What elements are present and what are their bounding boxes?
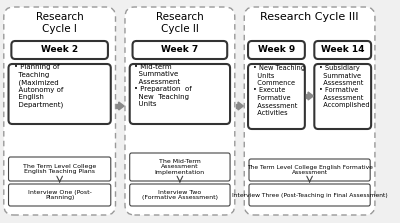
FancyBboxPatch shape: [314, 64, 371, 129]
Text: Week 14: Week 14: [321, 45, 364, 54]
Text: The Term Level College
English Teaching Plans: The Term Level College English Teaching …: [23, 164, 96, 174]
FancyBboxPatch shape: [130, 184, 230, 206]
Text: Research Cycle III: Research Cycle III: [260, 12, 359, 22]
Text: • Mid-term
  Summative
  Assessment
• Preparation  of
  New  Teaching
  Units: • Mid-term Summative Assessment • Prepar…: [134, 64, 192, 107]
Text: • Planning of
  Teaching
  (Maximized
  Autonomy of
  English
  Department): • Planning of Teaching (Maximized Autono…: [14, 64, 64, 109]
Text: Week 2: Week 2: [41, 45, 78, 54]
Bar: [236, 104, 238, 108]
FancyBboxPatch shape: [8, 157, 111, 181]
Text: • New Teaching
  Units
  Commence
• Execute
  Formative
  Assessment
  Activitie: • New Teaching Units Commence • Execute …: [253, 65, 305, 116]
Text: Interview One (Post-
Planning): Interview One (Post- Planning): [28, 190, 92, 200]
FancyBboxPatch shape: [130, 64, 230, 124]
Text: The Term Level College English Formative
Assessment: The Term Level College English Formative…: [247, 165, 372, 176]
FancyBboxPatch shape: [249, 184, 370, 206]
FancyBboxPatch shape: [8, 184, 111, 206]
Text: Research
Cycle II: Research Cycle II: [156, 12, 204, 34]
Bar: [116, 104, 119, 108]
FancyBboxPatch shape: [248, 41, 305, 59]
Text: Interview Two
(Formative Assessment): Interview Two (Formative Assessment): [142, 190, 218, 200]
Text: Interview Three (Post-Teaching in Final Assessment): Interview Three (Post-Teaching in Final …: [232, 192, 388, 198]
FancyBboxPatch shape: [132, 41, 227, 59]
Polygon shape: [238, 102, 243, 110]
FancyBboxPatch shape: [244, 7, 375, 215]
Text: Week 9: Week 9: [258, 45, 295, 54]
Text: • Subsidiary
  Summative
  Assessment
• Formative
  Assessment
  Accomplished: • Subsidiary Summative Assessment • Form…: [319, 65, 370, 109]
Text: Week 7: Week 7: [161, 45, 198, 54]
FancyBboxPatch shape: [249, 159, 370, 181]
FancyBboxPatch shape: [11, 41, 108, 59]
Text: The Mid-Term
Assessment
Implementation: The Mid-Term Assessment Implementation: [155, 159, 205, 175]
FancyBboxPatch shape: [8, 64, 111, 124]
FancyBboxPatch shape: [130, 153, 230, 181]
FancyBboxPatch shape: [248, 64, 305, 129]
FancyBboxPatch shape: [314, 41, 371, 59]
Polygon shape: [119, 102, 124, 110]
FancyBboxPatch shape: [4, 7, 116, 215]
Bar: [306, 94, 308, 98]
Text: Research
Cycle I: Research Cycle I: [36, 12, 84, 34]
FancyBboxPatch shape: [125, 7, 235, 215]
Polygon shape: [308, 92, 313, 100]
